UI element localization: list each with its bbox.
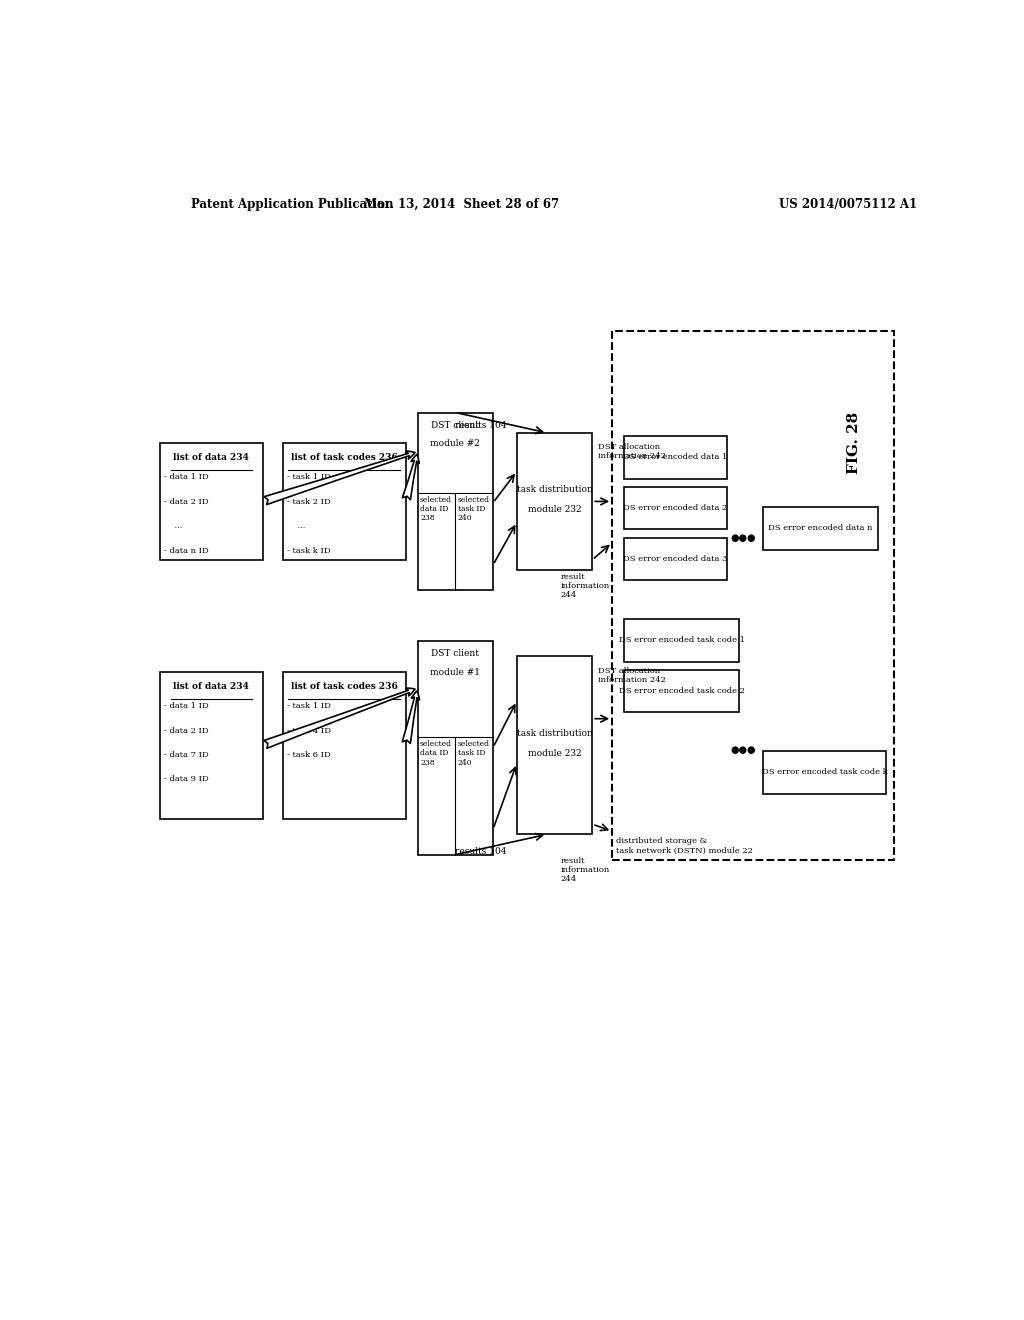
Text: ...: ... [287,523,305,531]
Text: DST client: DST client [431,421,479,429]
Text: - data 2 ID: - data 2 ID [164,726,208,734]
FancyBboxPatch shape [624,619,739,661]
Text: - data 1 ID: - data 1 ID [164,702,209,710]
Text: DS error encoded task code 1: DS error encoded task code 1 [618,636,744,644]
Text: DS error encoded data 1: DS error encoded data 1 [624,453,728,461]
Text: - task 2 ID: - task 2 ID [287,498,331,506]
Text: list of data 234: list of data 234 [173,682,249,690]
Text: task distribution: task distribution [517,484,593,494]
Text: results 104: results 104 [456,421,507,430]
Text: Patent Application Publication: Patent Application Publication [191,198,394,211]
Text: - data 2 ID: - data 2 ID [164,498,208,506]
Text: - task 4 ID: - task 4 ID [287,726,331,734]
Text: DS error encoded task code 2: DS error encoded task code 2 [618,686,744,696]
FancyBboxPatch shape [624,669,739,713]
Text: - data n ID: - data n ID [164,546,209,554]
FancyBboxPatch shape [418,642,494,854]
Text: ●●●: ●●● [730,744,756,755]
Text: - task 1 ID: - task 1 ID [287,702,331,710]
Text: Mar. 13, 2014  Sheet 28 of 67: Mar. 13, 2014 Sheet 28 of 67 [364,198,559,211]
Text: list of task codes 236: list of task codes 236 [291,453,397,462]
Text: - data 1 ID: - data 1 ID [164,474,209,482]
Text: DS error encoded task code k: DS error encoded task code k [762,768,887,776]
Text: DST allocation
information 242: DST allocation information 242 [598,444,666,461]
Text: ●●●: ●●● [730,532,756,543]
Text: task distribution: task distribution [517,729,593,738]
Text: - data 9 ID: - data 9 ID [164,775,209,783]
FancyBboxPatch shape [517,433,592,570]
FancyBboxPatch shape [418,412,494,590]
Text: US 2014/0075112 A1: US 2014/0075112 A1 [778,198,916,211]
FancyBboxPatch shape [763,507,878,549]
FancyBboxPatch shape [612,331,894,859]
Text: selected
task ID
240: selected task ID 240 [458,741,489,767]
Text: DST allocation
information 242: DST allocation information 242 [598,667,666,684]
Text: DS error encoded data n: DS error encoded data n [768,524,872,532]
Text: module 232: module 232 [527,748,582,758]
FancyBboxPatch shape [283,444,406,560]
Text: selected
data ID
238: selected data ID 238 [420,741,452,767]
FancyBboxPatch shape [160,444,263,560]
FancyBboxPatch shape [624,537,727,581]
Text: module #1: module #1 [430,668,480,677]
Text: module #2: module #2 [430,440,480,447]
Text: - data 7 ID: - data 7 ID [164,751,209,759]
Text: FIG. 28: FIG. 28 [847,412,861,474]
Text: - task k ID: - task k ID [287,546,331,554]
Text: DST client: DST client [431,649,479,659]
Text: DS error encoded data 2: DS error encoded data 2 [624,504,728,512]
FancyBboxPatch shape [283,672,406,818]
FancyBboxPatch shape [763,751,886,793]
Text: list of data 234: list of data 234 [173,453,249,462]
Text: DS error encoded data 3: DS error encoded data 3 [624,554,728,562]
Text: results 104: results 104 [456,846,507,855]
Text: result
information
244: result information 244 [560,857,609,883]
Text: distributed storage &
task network (DSTN) module 22: distributed storage & task network (DSTN… [616,837,753,854]
Text: - task 1 ID: - task 1 ID [287,474,331,482]
Text: list of task codes 236: list of task codes 236 [291,682,397,690]
FancyBboxPatch shape [517,656,592,834]
FancyBboxPatch shape [160,672,263,818]
Text: result
information
244: result information 244 [560,573,609,599]
Text: selected
task ID
240: selected task ID 240 [458,495,489,521]
FancyBboxPatch shape [624,436,727,479]
Text: module 232: module 232 [527,506,582,513]
Text: - task 6 ID: - task 6 ID [287,751,331,759]
Text: ...: ... [164,523,182,531]
Text: selected
data ID
238: selected data ID 238 [420,495,452,521]
FancyBboxPatch shape [624,487,727,529]
